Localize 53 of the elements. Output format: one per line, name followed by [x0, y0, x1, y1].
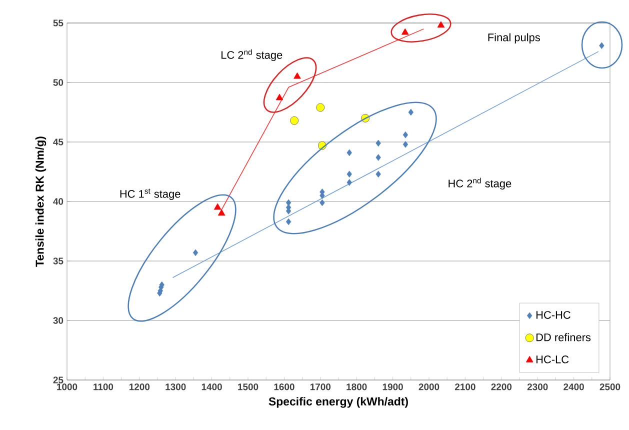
point — [346, 149, 352, 156]
point — [316, 103, 325, 112]
x-tick-label: 1600 — [274, 384, 294, 390]
y-axis-title: Tensile index RK (Nm/g) — [35, 136, 46, 267]
point — [214, 203, 222, 210]
point — [402, 131, 408, 138]
x-tick-label: 2400 — [564, 384, 584, 390]
point — [192, 249, 198, 256]
y-tick-label: 35 — [53, 258, 64, 264]
point — [401, 28, 409, 35]
point — [346, 179, 352, 186]
x-tick-label: 1700 — [310, 384, 331, 390]
x-axis-title: Specific energy (kWh/adt) — [268, 397, 408, 408]
point — [437, 21, 445, 28]
point — [402, 140, 408, 148]
y-tick-label: 55 — [53, 20, 64, 26]
point — [376, 140, 381, 147]
point — [346, 170, 352, 178]
point — [286, 218, 292, 226]
point — [218, 209, 226, 216]
y-tick-label: 30 — [53, 317, 64, 324]
x-tick-label: 2300 — [527, 384, 548, 390]
y-tick-label: 40 — [53, 198, 64, 205]
point — [408, 108, 414, 116]
annotation: LC 2$^{nd}$ stage — [222, 49, 282, 62]
point — [290, 116, 299, 125]
x-tick-label: 1300 — [166, 384, 186, 390]
x-tick-label: 2500 — [600, 384, 620, 390]
point — [294, 72, 301, 79]
annotation: HC 1$^{st}$ stage — [120, 188, 180, 200]
legend-label: DD refiners — [536, 333, 591, 342]
point — [376, 170, 381, 178]
x-tick-label: 1900 — [382, 384, 403, 390]
legend-label: HC-HC — [536, 311, 570, 319]
point — [376, 154, 381, 161]
x-tick-label: 1800 — [346, 384, 367, 390]
y-tick-label: 25 — [53, 376, 64, 384]
point — [276, 94, 284, 100]
legend-label: HC-LC — [536, 356, 569, 364]
annotation: Final pulps — [488, 33, 540, 44]
point — [599, 42, 604, 49]
point — [320, 199, 325, 206]
y-tick-label: 45 — [53, 138, 64, 146]
x-tick-label: 1100 — [94, 384, 114, 390]
x-tick-label: 2200 — [491, 384, 512, 390]
x-tick-label: 2100 — [455, 384, 476, 390]
annotation: HC 2$^{nd}$ stage — [448, 178, 512, 190]
x-tick-label: 1400 — [202, 384, 222, 390]
y-tick-label: 50 — [53, 79, 64, 86]
x-tick-label: 1200 — [129, 384, 150, 390]
x-tick-label: 1000 — [57, 384, 78, 390]
x-tick-label: 2000 — [418, 384, 440, 390]
x-tick-label: 1500 — [238, 384, 258, 390]
